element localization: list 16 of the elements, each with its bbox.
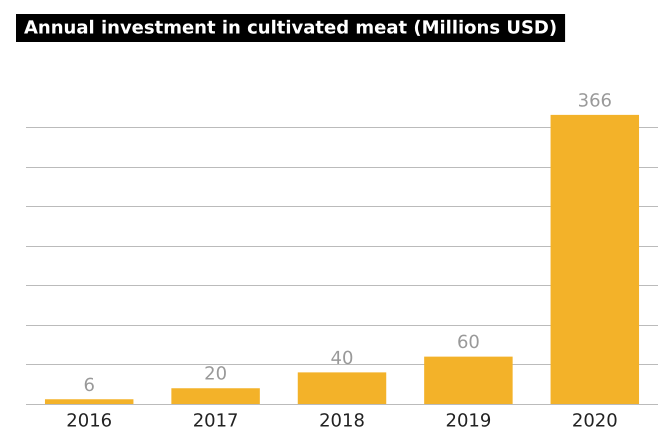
x-tick-label: 2020 — [572, 410, 618, 432]
bar — [171, 388, 260, 404]
x-tick-label: 2016 — [66, 410, 112, 432]
data-label: 6 — [83, 374, 95, 396]
x-tick-label: 2017 — [192, 410, 239, 432]
data-label: 40 — [330, 348, 354, 369]
bar — [424, 356, 513, 404]
bar — [44, 399, 134, 404]
bar — [298, 372, 386, 404]
data-label: 366 — [578, 90, 612, 112]
data-label: 60 — [456, 332, 480, 354]
bar — [550, 114, 640, 404]
x-tick-label: 2019 — [445, 410, 492, 432]
x-tick-label: 2018 — [319, 410, 365, 432]
chart-title: Annual investment in cultivated meat (Millions USD) — [24, 18, 558, 38]
data-label: 20 — [204, 364, 228, 385]
